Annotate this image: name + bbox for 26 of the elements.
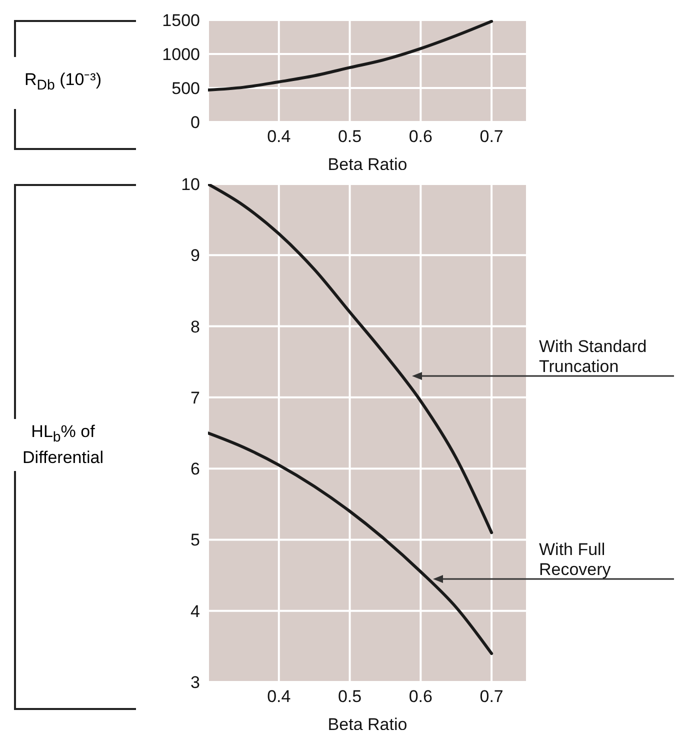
x-tick-label: 0.6 — [408, 127, 432, 146]
x-tick-label: 0.7 — [480, 687, 504, 706]
x-axis-title: Beta Ratio — [328, 155, 408, 174]
x-tick-label: 0.5 — [338, 127, 362, 146]
x-tick-label: 0.7 — [480, 127, 504, 146]
text: With Standard Truncation — [539, 337, 647, 376]
x-tick-label: 0.4 — [267, 687, 291, 706]
y-tick-label: 4 — [190, 602, 200, 621]
x-tick-label: 0.4 — [267, 127, 291, 146]
y-tick-label: 5 — [190, 530, 200, 550]
y-tick-label: 10 — [181, 175, 200, 194]
x-axis-title: Beta Ratio — [328, 715, 408, 732]
y-tick-label: 1500 — [162, 11, 200, 30]
y-tick-label: 8 — [190, 317, 200, 336]
y-axis-title: R$_{Db}$ (10⁻³) — [24, 70, 102, 96]
y-tick-label: 3 — [190, 673, 200, 692]
x-tick-label: 0.5 — [338, 687, 362, 706]
y-tick-label: 0 — [190, 113, 200, 132]
y-tick-label: 500 — [172, 79, 200, 98]
y-axis-title: HL$_{b}$% of Differential — [8, 422, 118, 468]
text: With Full Recovery — [539, 540, 612, 579]
y-tick-label: 1000 — [162, 45, 200, 64]
y-tick-label: 7 — [190, 388, 200, 408]
y-tick-label: 6 — [190, 460, 200, 479]
y-tick-label: 9 — [190, 246, 200, 266]
x-tick-label: 0.6 — [408, 687, 432, 706]
